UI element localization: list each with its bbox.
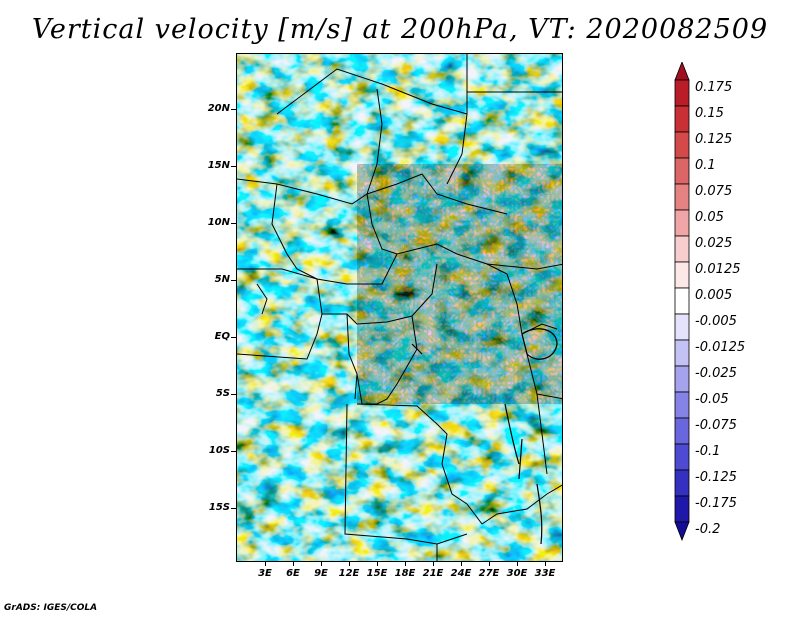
lon-label: 24E [450,568,472,579]
lat-label: 5S [215,388,230,399]
lon-tick [433,562,434,566]
lon-label: 15E [366,568,388,579]
colorbar-label: 0.05 [695,210,724,225]
colorbar-label: -0.0125 [695,340,746,355]
colorbar-label: 0.125 [695,132,733,147]
lat-tick [231,223,236,224]
lat-label: 15N [207,160,230,171]
colorbar-segment [674,495,690,523]
lon-label: 6E [286,568,300,579]
colorbar-segment [674,105,690,133]
colorbar-label: -0.125 [695,470,737,485]
colorbar-segment [674,417,690,445]
map-plot-area [236,53,563,562]
lon-label: 30E [506,568,528,579]
lon-tick [377,562,378,566]
colorbar-segment [674,339,690,367]
lon-tick [349,562,350,566]
colorbar-label: 0.175 [695,80,733,95]
colorbar-segment [674,313,690,341]
lon-tick [293,562,294,566]
colorbar-label: -0.1 [695,444,721,459]
lat-tick [231,451,236,452]
colorbar-label: 0.15 [695,106,724,121]
map-title: Vertical velocity [m/s] at 200hPa, VT: 2… [31,14,769,45]
lon-tick [517,562,518,566]
colorbar-top-triangle [674,62,690,81]
colorbar-segment [674,443,690,471]
colorbar-segment [674,79,690,107]
lon-label: 27E [478,568,500,579]
lat-tick [231,394,236,395]
colorbar-label: -0.05 [695,392,729,407]
colorbar-label: -0.025 [695,366,737,381]
lat-label: 10S [208,445,230,456]
colorbar-label: -0.2 [695,522,721,537]
colorbar-segment [674,183,690,211]
colorbar-segment [674,365,690,393]
colorbar-label: -0.075 [695,418,737,433]
colorbar-segment [674,287,690,315]
vertical-velocity-field [237,54,562,561]
lakes [411,328,558,545]
lon-label: 33E [534,568,556,579]
colorbar-segment [674,131,690,159]
colorbar-segment [674,235,690,263]
colorbar-label: 0.025 [695,236,733,251]
lon-label: 3E [258,568,272,579]
lat-label: 5N [214,274,230,285]
colorbar-label: 0.075 [695,184,733,199]
lon-label: 9E [314,568,328,579]
lon-label: 12E [338,568,360,579]
lat-label: EQ [214,331,230,342]
colorbar-bottom-triangle [674,521,690,542]
lon-tick [265,562,266,566]
lat-tick [231,280,236,281]
lat-tick [231,166,236,167]
colorbar [674,62,690,542]
lat-label: 15S [208,502,230,513]
lon-label: 18E [394,568,416,579]
lon-label: 21E [422,568,444,579]
colorbar-segment [674,157,690,185]
colorbar-label: 0.0125 [695,262,741,277]
colorbar-segment [674,261,690,289]
colorbar-label: -0.005 [695,314,737,329]
lat-label: 20N [207,103,230,114]
lat-tick [231,337,236,338]
grads-credit: GrADS: IGES/COLA [4,603,98,613]
lon-tick [321,562,322,566]
colorbar-label: 0.005 [695,288,733,303]
lat-label: 10N [207,217,230,228]
colorbar-label: 0.1 [695,158,716,173]
colorbar-segment [674,209,690,237]
lat-tick [231,109,236,110]
lon-tick [545,562,546,566]
lon-tick [461,562,462,566]
colorbar-segment [674,391,690,419]
colorbar-segment [674,469,690,497]
lon-tick [405,562,406,566]
lon-tick [489,562,490,566]
country-borders [237,54,562,561]
lat-tick [231,508,236,509]
colorbar-label: -0.175 [695,496,737,511]
